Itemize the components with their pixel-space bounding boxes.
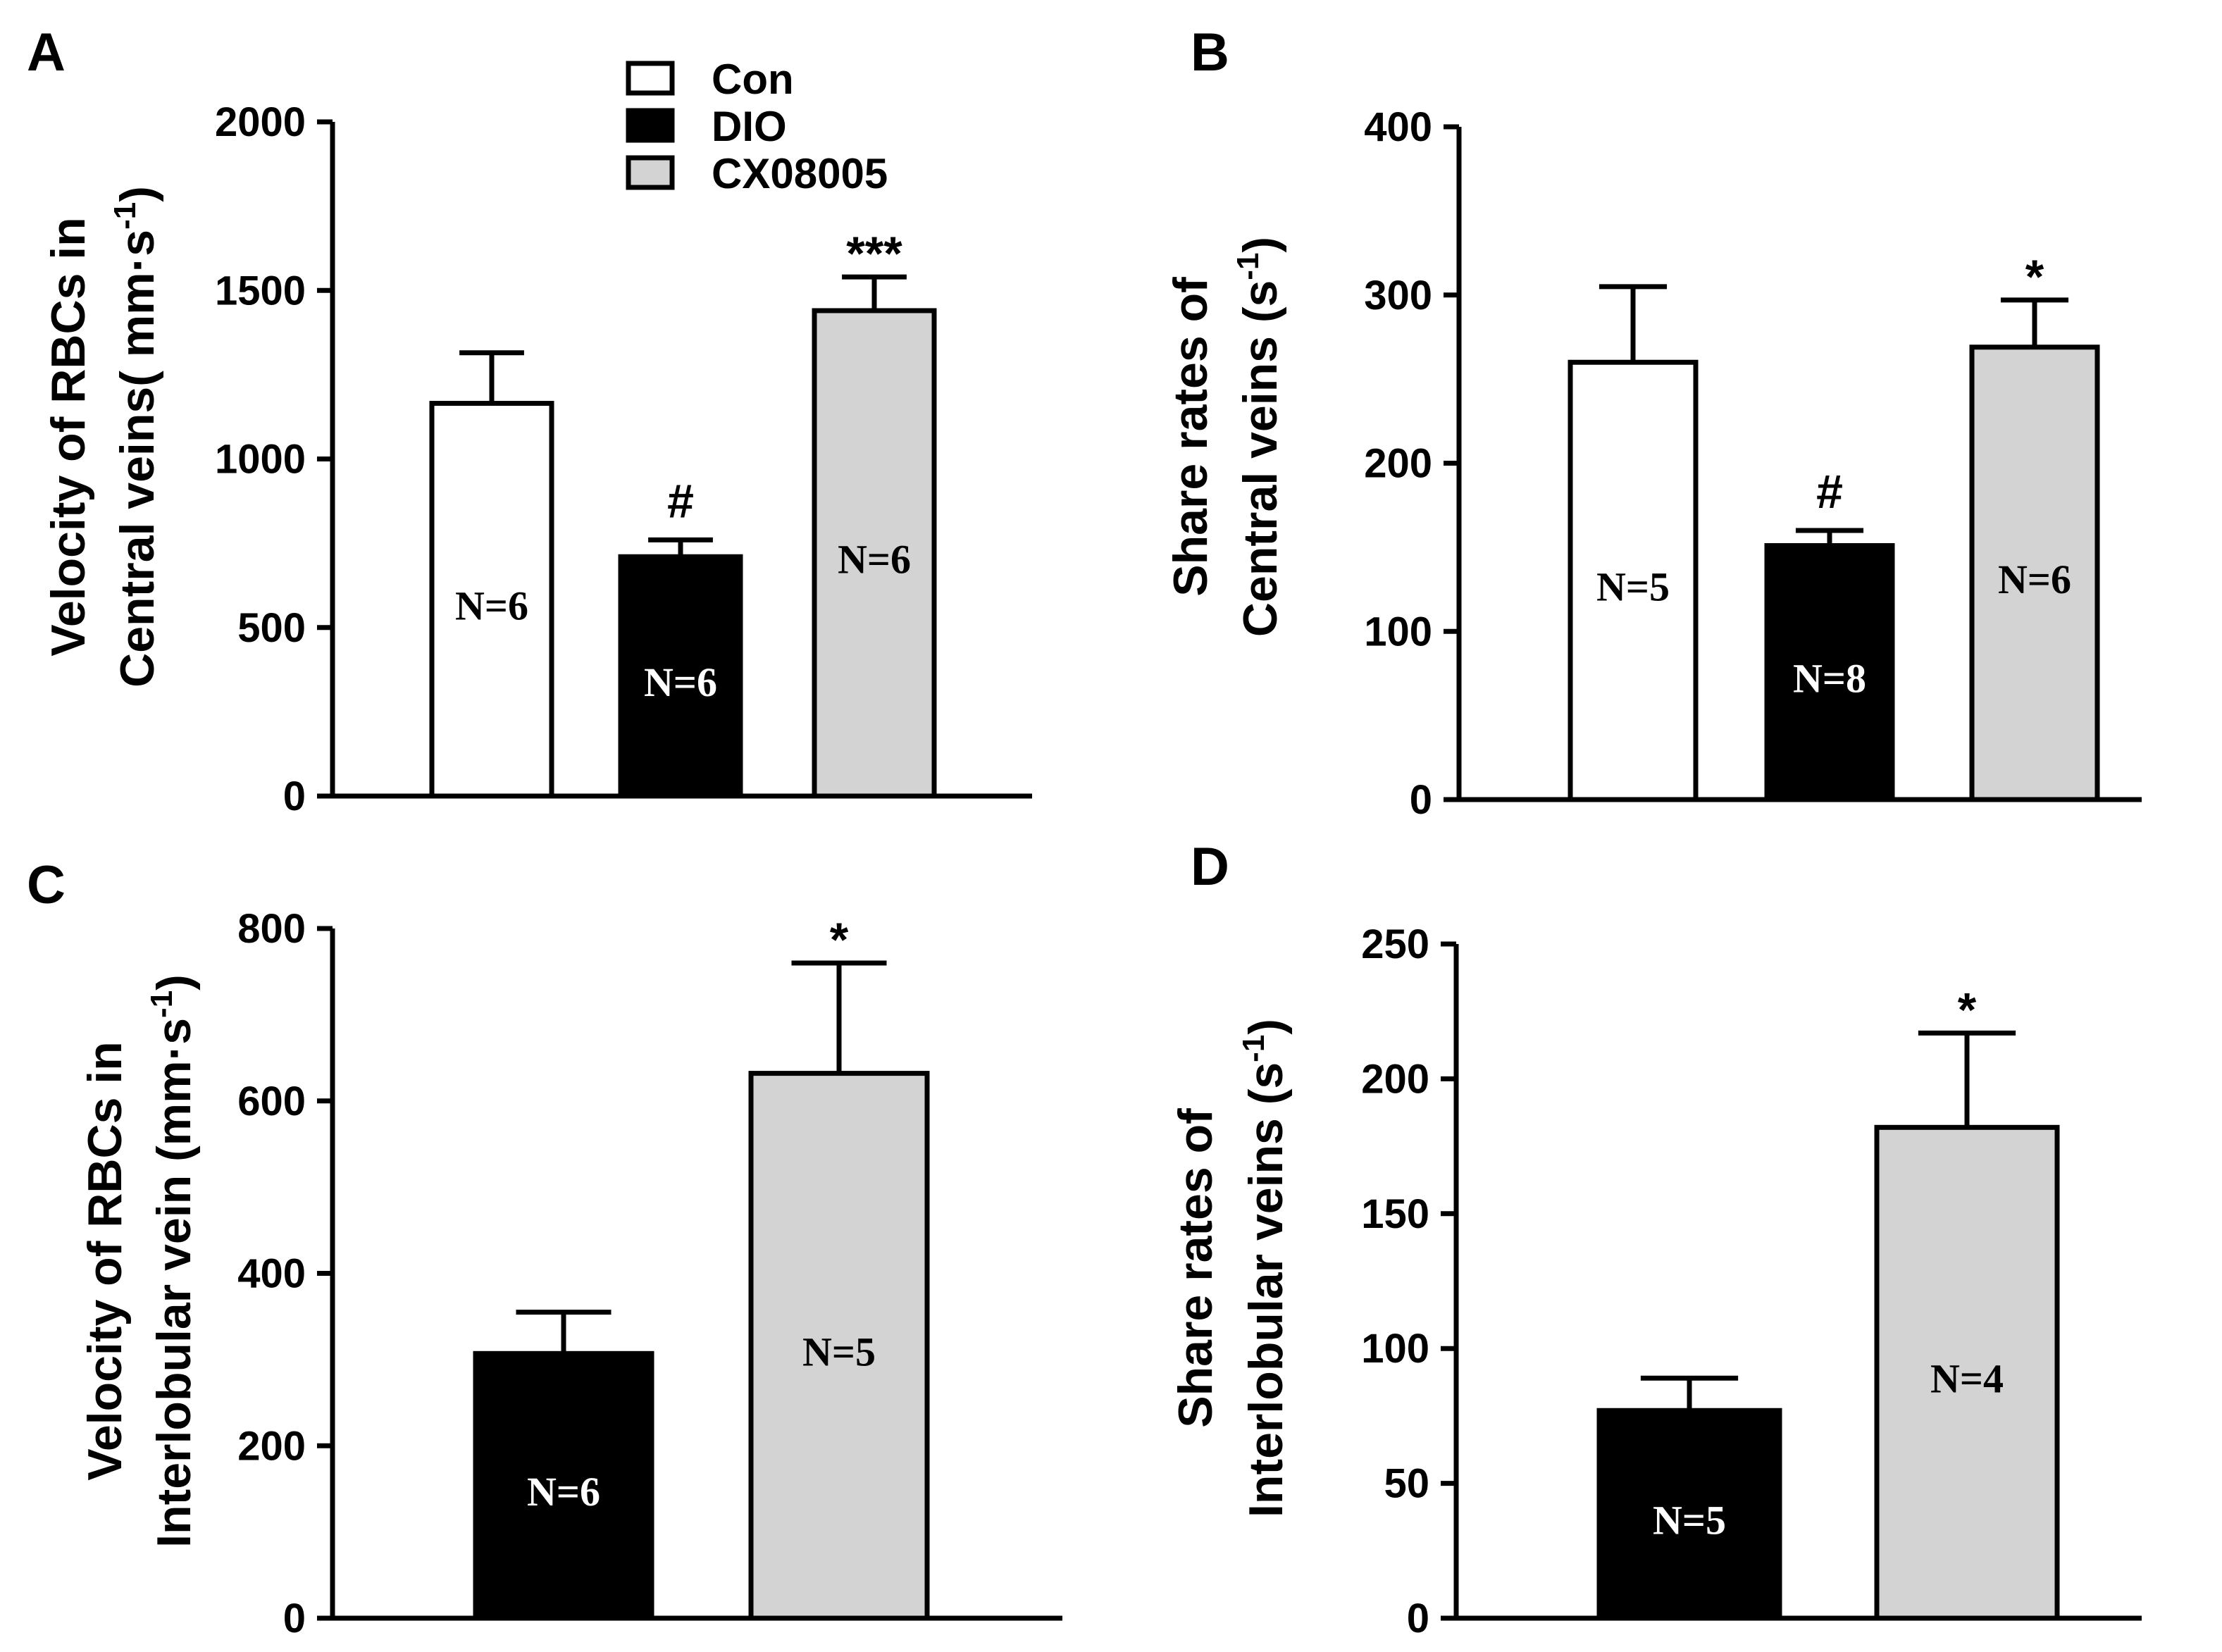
panel-b-n-label: N=5 [1596, 564, 1670, 610]
panel-a-bar-dio [618, 554, 743, 799]
panel-c-bar-group-dio: N=6 [473, 1310, 654, 1621]
panel-b-bar-dio [1764, 542, 1895, 802]
panel-d-bar-group-cx08005: N=4 * [1874, 983, 2060, 1621]
panel-c-letter: C [27, 855, 66, 915]
panel-a-bar-group-dio: N=6 # [618, 474, 743, 799]
legend-label-dio: DIO [712, 103, 787, 150]
panel-a-y-tick-label: 2000 [215, 99, 306, 145]
panel-a-bar-group-con: N=6 [429, 350, 554, 799]
panel-a: A Velocity of RBCs in Central veins( mm·… [27, 23, 1032, 819]
legend-item-con: Con [626, 56, 794, 103]
panel-d-y-tick-label: 0 [1407, 1596, 1429, 1641]
panel-a-bar-cx08005 [812, 308, 937, 799]
panel-b-y-tick-label: 400 [1364, 104, 1432, 150]
panel-d: D Share rates of Interlobular veins (s-1… [1169, 837, 2142, 1641]
panel-d-y-tick-label: 150 [1361, 1191, 1429, 1237]
panel-b-bar-group-cx08005: N=6 * [1969, 250, 2100, 802]
legend-swatch-con [626, 61, 675, 96]
panel-d-letter: D [1191, 837, 1229, 897]
panel-b-significance-marker: # [1816, 465, 1843, 518]
panel-a-ylabel-line2: Central veins( mm·s-1) [108, 186, 164, 688]
panel-a-letter: A [27, 23, 66, 82]
panel-a-n-label: N=6 [644, 659, 717, 705]
panel-a-n-label: N=6 [455, 583, 528, 628]
legend: Con DIO CX08005 [626, 56, 888, 197]
panel-b: B Share rates of Central veins (s-1) 0 10… [1164, 23, 2142, 823]
panel-a-y-tick-label: 1500 [215, 268, 306, 313]
panel-d-n-label: N=4 [1930, 1356, 2004, 1402]
panel-c-ylabel-line1: Velocity of RBCs in [78, 1041, 132, 1480]
panel-d-y-tick-label: 50 [1384, 1461, 1429, 1507]
panel-a-bars: N=6 N=6 # N=6 *** [429, 227, 937, 799]
panel-a-significance-marker: # [667, 474, 694, 528]
legend-label-cx08005: CX08005 [712, 150, 888, 197]
panel-a-y-tick-label: 1000 [215, 437, 306, 483]
panel-a-y-tick-label: 0 [283, 774, 306, 819]
panel-b-letter: B [1191, 23, 1229, 82]
panel-d-y-tick-label: 100 [1361, 1326, 1429, 1372]
panel-c-y-tick-label: 200 [237, 1423, 306, 1469]
panel-c-n-label: N=6 [527, 1469, 600, 1515]
panel-c-y-tick-label: 600 [237, 1079, 306, 1124]
panel-d-bars: N=5 N=4 * [1596, 983, 2060, 1621]
panel-c-y-tick-label: 800 [237, 906, 306, 952]
panel-d-ylabel-line1: Share rates of [1169, 1108, 1222, 1428]
panel-b-ylabel-line2: Central veins (s-1) [1231, 237, 1287, 637]
panel-a-n-label: N=6 [838, 536, 911, 582]
panel-b-bar-con [1568, 359, 1699, 802]
panel-d-bar-group-dio: N=5 [1596, 1375, 1782, 1621]
panel-d-significance-marker: * [1958, 983, 1977, 1036]
panel-d-bar-cx08005 [1874, 1124, 2060, 1621]
panel-b-ylabel-line1: Share rates of [1164, 277, 1217, 597]
panel-c-axes: 0 200 400 600 800 [237, 906, 1062, 1641]
panel-a-bar-con [429, 401, 554, 799]
panel-b-y-tick-label: 200 [1364, 441, 1432, 487]
panel-b-y-tick-label: 100 [1364, 609, 1432, 654]
panel-b-y-tick-label: 0 [1410, 777, 1432, 823]
panel-a-bar-group-cx08005: N=6 *** [812, 227, 937, 799]
panel-b-bars: N=5 N=8 # N=6 * [1568, 250, 2100, 802]
panel-a-ylabel-line1: Velocity of RBCs in [42, 217, 95, 656]
panel-d-bar-dio [1596, 1408, 1782, 1621]
panel-c-y-tick-label: 0 [283, 1596, 306, 1641]
legend-swatch-dio [626, 108, 675, 143]
legend-item-dio: DIO [626, 103, 787, 150]
panel-a-significance-marker: *** [846, 227, 902, 280]
panel-c-significance-marker: * [830, 913, 849, 967]
panel-b-n-label: N=6 [1998, 557, 2071, 602]
panel-d-y-tick-label: 200 [1361, 1056, 1429, 1102]
panel-c-bar-cx08005 [748, 1071, 930, 1621]
panel-d-ylabel-line2: Interlobular veins (s-1) [1236, 1019, 1293, 1517]
panel-b-n-label: N=8 [1793, 656, 1866, 702]
panel-c-y-tick-label: 400 [237, 1251, 306, 1297]
legend-item-cx08005: CX08005 [626, 150, 888, 197]
panel-c-n-label: N=5 [802, 1329, 876, 1374]
panel-b-significance-marker: * [2025, 250, 2044, 304]
panel-c-bar-group-cx08005: N=5 * [748, 913, 930, 1621]
panel-d-n-label: N=5 [1653, 1498, 1726, 1544]
panel-c: C Velocity of RBCs in Interlobular vein … [27, 855, 1062, 1641]
panel-d-y-tick-label: 250 [1361, 921, 1429, 967]
panel-d-axes: 0 50 100 150 200 250 [1361, 921, 2142, 1641]
panel-c-bar-dio [473, 1350, 654, 1621]
panel-c-bars: N=6 N=5 * [473, 913, 930, 1621]
panel-b-bar-cx08005 [1969, 344, 2100, 802]
panel-a-y-tick-label: 500 [237, 605, 306, 651]
panel-b-bar-group-con: N=5 [1568, 284, 1699, 802]
legend-label-con: Con [712, 56, 794, 103]
panel-c-ylabel-line2: Interlobular vein (mm·s-1) [144, 974, 201, 1548]
legend-swatch-cx08005 [626, 155, 675, 190]
panel-b-y-tick-label: 300 [1364, 273, 1432, 318]
panel-b-bar-group-dio: N=8 # [1764, 465, 1895, 802]
